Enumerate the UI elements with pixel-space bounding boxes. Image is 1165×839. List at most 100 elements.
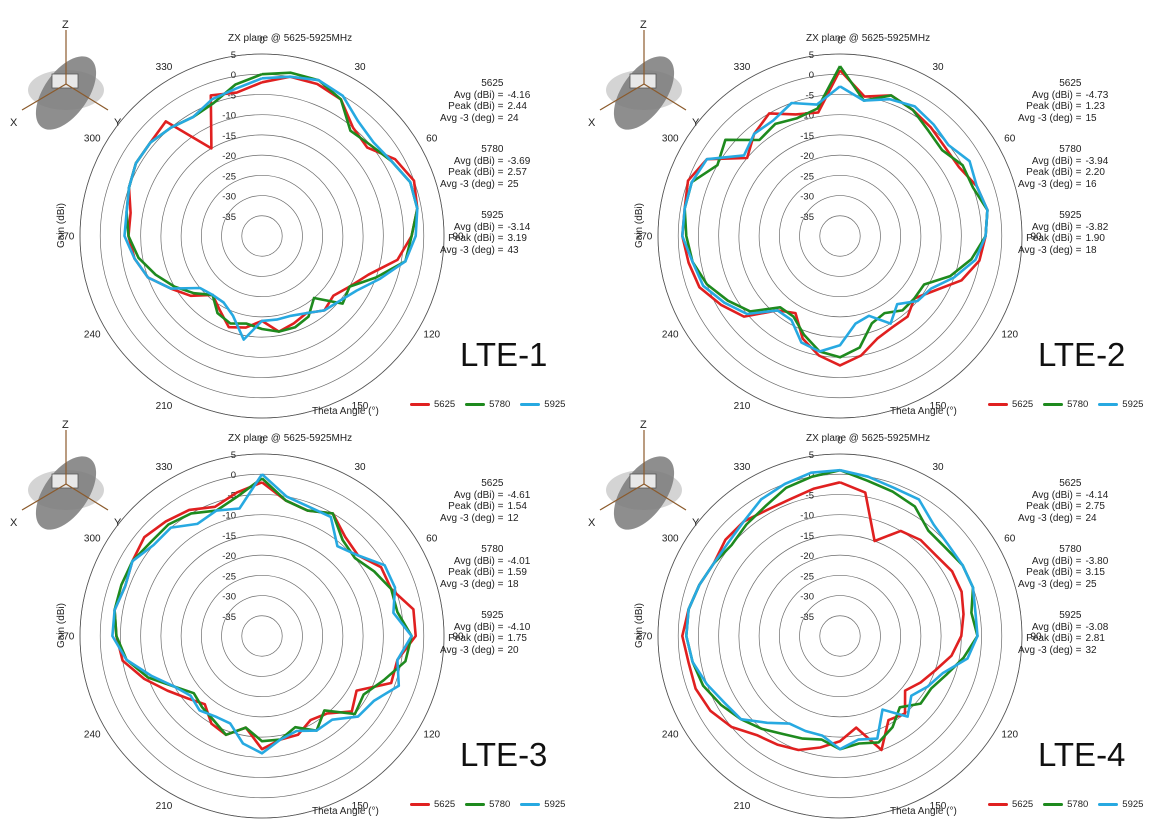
legend-swatch (988, 803, 1008, 806)
stats-label: Peak (dBi) = (448, 633, 504, 644)
angle-tick-label: 150 (352, 801, 369, 812)
x-axis-label: Theta Angle (°) (312, 406, 379, 417)
stats-frequency: 5780 (1059, 544, 1082, 555)
radial-tick-label: -20 (222, 151, 236, 162)
radial-tick-label: -25 (800, 171, 814, 182)
stats-label: Avg -3 (deg) = (440, 112, 504, 124)
angle-tick-label: 90 (452, 232, 464, 243)
stats-value: 15 (1085, 112, 1097, 124)
angle-tick-label: 270 (58, 232, 75, 243)
stats-label: Avg (dBi) = (453, 555, 504, 567)
stats-value: 1.54 (507, 501, 527, 512)
axis-letter-label: Z (640, 419, 647, 431)
radial-tick-label: -25 (222, 171, 236, 182)
chart-title: ZX plane @ 5625-5925MHz (806, 433, 931, 444)
stats-row: Peak (dBi) = 1.23 (1018, 101, 1125, 113)
angle-tick-label: 60 (1004, 534, 1016, 545)
stats-value: 24 (507, 112, 519, 124)
stats-row: Peak (dBi) = 2.44 (440, 101, 547, 113)
series-line-5925 (685, 468, 979, 751)
stats-row: Avg (dBi) = -4.16 (440, 90, 547, 102)
y-axis-label: Gain (dBi) (634, 202, 645, 248)
antenna-label: LTE-1 (460, 336, 548, 373)
y-axis-label: Gain (dBi) (56, 202, 67, 248)
stats-label: Peak (dBi) = (448, 101, 504, 112)
radial-tick-label: -20 (222, 551, 236, 562)
stats-block: 5625 Avg (dBi) = -4.14 Peak (dBi) = 2.75 Avg … (1018, 478, 1125, 676)
angle-tick-label: 330 (156, 62, 173, 73)
stats-value: -3.08 (1085, 621, 1109, 633)
radial-tick-label: -5 (806, 90, 814, 101)
stats-label: Avg (dBi) = (453, 89, 504, 101)
orientation-axes-icon: Z X Y (10, 19, 122, 130)
stats-row: Avg (dBi) = -3.82 (1018, 222, 1125, 234)
legend-item: 5625 (988, 799, 1033, 810)
legend-label: 5625 (1012, 399, 1034, 410)
stats-value: 1.90 (1085, 233, 1105, 244)
stats-row: Avg (dBi) = -4.14 (1018, 490, 1125, 502)
angle-tick-label: 330 (734, 62, 751, 73)
stats-row: Avg -3 (deg) = 16 (1018, 179, 1125, 191)
legend-swatch (410, 403, 430, 406)
legend-item: 5925 (1098, 799, 1143, 810)
series-line-5925 (681, 85, 989, 353)
angle-tick-label: 0 (837, 36, 843, 47)
stats-value: 25 (1085, 578, 1097, 590)
legend-item: 5780 (1043, 399, 1088, 410)
radial-tick-label: -10 (800, 511, 814, 522)
stats-value: 25 (507, 178, 519, 190)
radial-tick-label: 0 (231, 470, 236, 481)
stats-value: 3.19 (507, 233, 527, 244)
angle-tick-label: 330 (734, 462, 751, 473)
y-axis-label: Gain (dBi) (56, 602, 67, 648)
angle-tick-label: 240 (84, 730, 101, 741)
angle-tick-label: 120 (1001, 730, 1018, 741)
stats-label: Peak (dBi) = (448, 233, 504, 244)
legend-item: 5625 (410, 399, 455, 410)
antenna-label: LTE-3 (460, 736, 548, 773)
stats-group: 5780 Avg (dBi) = -4.01 Peak (dBi) = 1.59 Avg … (440, 544, 547, 590)
legend-label: 5625 (1012, 799, 1034, 810)
legend-item: 5780 (1043, 799, 1088, 810)
angle-tick-label: 270 (636, 632, 653, 643)
stats-group: 5780 Avg (dBi) = -3.80 Peak (dBi) = 3.15 Avg … (1018, 544, 1125, 590)
legend-label: 5925 (544, 799, 566, 810)
legend-swatch (465, 803, 486, 806)
axis-letter-label: Y (692, 117, 700, 129)
stats-label: Avg (dBi) = (1031, 621, 1082, 633)
axis-letter-label: Y (114, 117, 122, 129)
stats-label: Avg -3 (deg) = (1018, 244, 1082, 256)
legend: 5625 5780 5925 (988, 799, 1143, 810)
angle-tick-label: 210 (156, 801, 173, 812)
legend-item: 5925 (1098, 399, 1143, 410)
chart-title: ZX plane @ 5625-5925MHz (228, 433, 353, 444)
legend-item: 5625 (410, 799, 455, 810)
legend-swatch (1043, 803, 1064, 806)
orientation-axes-icon: Z X Y (10, 419, 122, 530)
stats-row: Avg -3 (deg) = 32 (1018, 645, 1125, 657)
legend-item: 5780 (465, 399, 510, 410)
radial-tick-label: -10 (800, 111, 814, 122)
stats-row: Avg (dBi) = -4.10 (440, 622, 547, 634)
stats-group: 5780 Avg (dBi) = -3.69 Peak (dBi) = 2.57 Avg … (440, 144, 547, 190)
polar-chart-svg: ZXY030609012015018021024027030033050-5-1… (10, 19, 464, 419)
legend-swatch (465, 403, 486, 406)
axis-letter-label: X (10, 517, 18, 529)
axis-letter-label: X (588, 117, 596, 129)
chart-title: ZX plane @ 5625-5925MHz (228, 33, 353, 44)
stats-row: Avg -3 (deg) = 24 (440, 113, 547, 125)
stats-frequency: 5780 (481, 544, 504, 555)
series-line-5780 (683, 65, 989, 359)
stats-label: Peak (dBi) = (1026, 567, 1082, 578)
stats-label: Peak (dBi) = (1026, 101, 1082, 112)
angle-tick-label: 0 (259, 436, 265, 447)
polar-grid (79, 53, 445, 419)
stats-label: Peak (dBi) = (1026, 233, 1082, 244)
stats-frequency: 5925 (481, 610, 504, 621)
x-axis-label: Theta Angle (°) (312, 806, 379, 817)
radial-tick-label: -15 (800, 531, 814, 542)
stats-value: -3.14 (507, 221, 531, 233)
stats-value: -3.80 (1085, 555, 1109, 567)
radial-tick-label: -10 (222, 511, 236, 522)
legend-item: 5925 (520, 799, 565, 810)
